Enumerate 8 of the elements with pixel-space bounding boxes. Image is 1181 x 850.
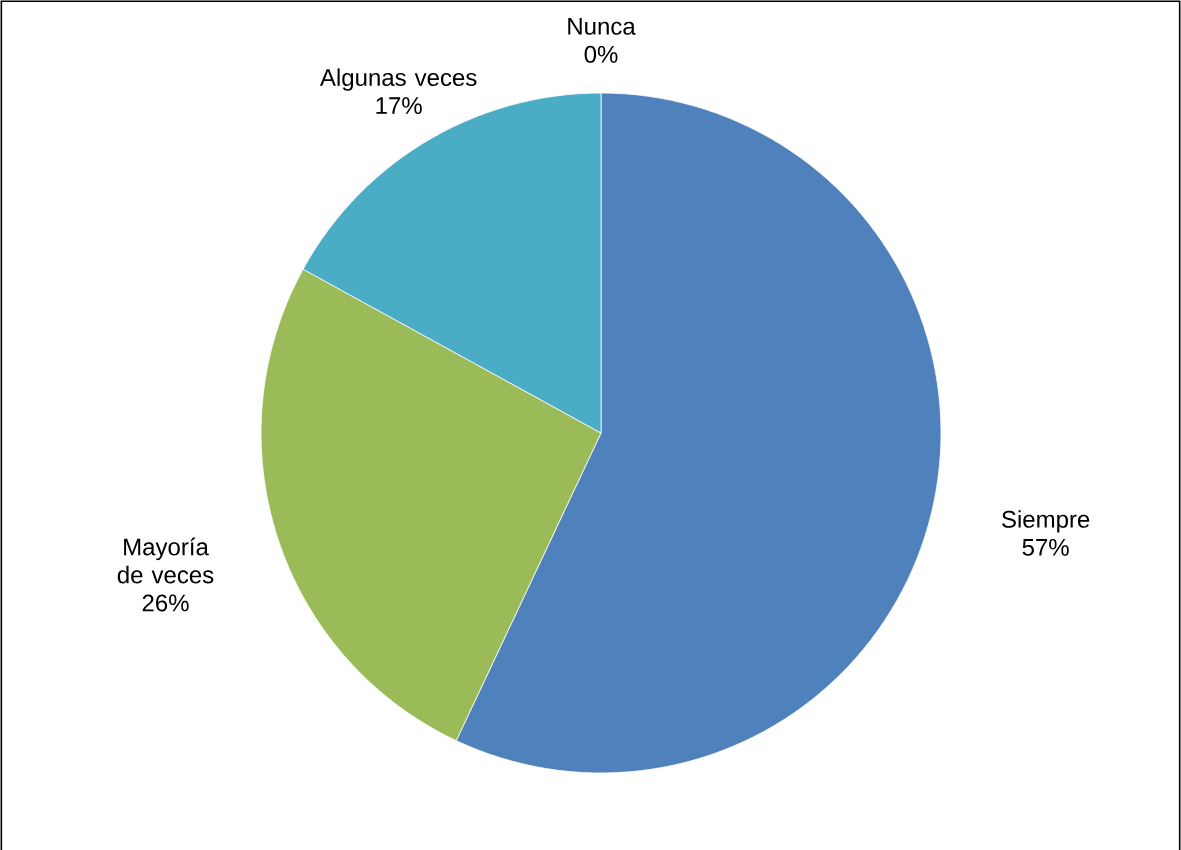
slice-label: Algunas veces — [319, 68, 477, 91]
data-label: 26% — [142, 594, 189, 612]
text: 0% — [584, 45, 618, 63]
category-label: Nunca — [568, 18, 636, 35]
data-label: 17% — [376, 97, 422, 114]
slice-label: Siempre — [1002, 510, 1090, 533]
slice-label: Mayoría de veces — [117, 537, 214, 584]
data-label: 57% — [1022, 538, 1069, 556]
